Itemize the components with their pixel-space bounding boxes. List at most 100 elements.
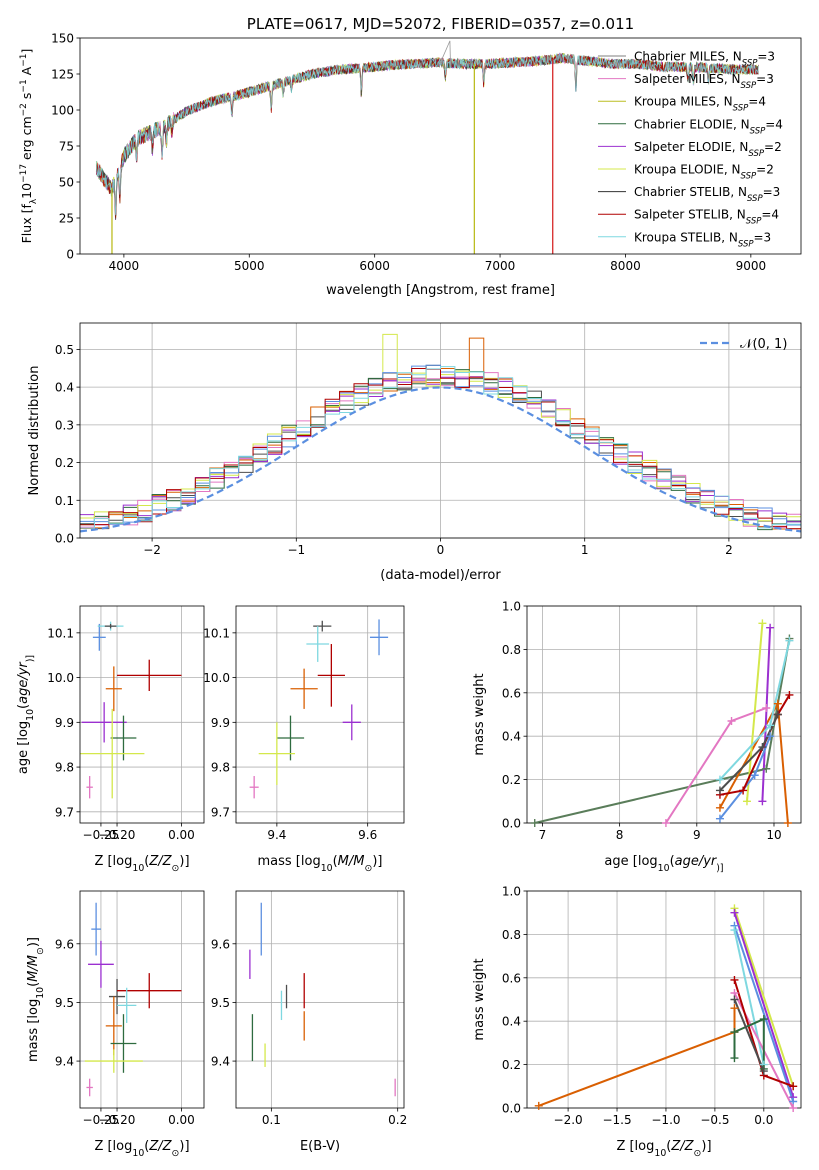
- weight-age-panel-xlabel-part: )]: [716, 863, 723, 874]
- mass-z-panel-ytick-label: 9.4: [55, 1055, 74, 1069]
- spectrum-ylabel-part: erg cm: [19, 116, 34, 164]
- residual-legend: 𝒩(0, 1): [700, 337, 787, 352]
- weight-line: [746, 623, 764, 802]
- mass-z-panel-frame: −0.25−0.20 0.00 9.4 9.5 9.6: [55, 890, 205, 1127]
- legend-entry-part: SSP: [741, 81, 757, 91]
- mass-z-panel-xlabel-part: (: [144, 1139, 149, 1154]
- mass-z-panel-ytick-label: 9.5: [55, 996, 74, 1010]
- mass-z-panel-xlabel-part: )]: [179, 1139, 189, 1154]
- age-mass-panel-ytick-label: 10.1: [203, 626, 230, 640]
- age-mass-panel-ytick-label: 9.9: [211, 716, 230, 730]
- weight-marker: [762, 764, 771, 773]
- age-z-panel: −0.25−0.20 0.00 9.7 9.8 9.9 10.0 10.1: [47, 605, 205, 842]
- spectrum-spike: [449, 40, 451, 67]
- weight-z-panel-ytick-label: 1.0: [502, 885, 521, 899]
- spectrum-ylabel-part: Flux [f: [19, 204, 34, 244]
- weight-z-panel-xtick-label: 0.0: [754, 1113, 773, 1127]
- age-mass-panel-ytick-label: 9.8: [211, 761, 230, 775]
- weight-age-panel-xlabel-part: age [log: [604, 854, 657, 869]
- weight-marker: [742, 797, 751, 806]
- weight-marker: [715, 803, 724, 812]
- legend-entry-part: =3: [757, 50, 775, 64]
- legend-entry-part: Kroupa MILES, N: [634, 95, 733, 109]
- mass-z-panel-xlabel-part: 10: [132, 1148, 144, 1159]
- legend-entry-part: SSP: [750, 126, 766, 136]
- weight-marker: [758, 797, 767, 806]
- spectrum-ylabel-part: λ: [29, 198, 39, 204]
- age-z-panel-frame: −0.25−0.20 0.00 9.7 9.8 9.9 10.0 10.1: [47, 605, 205, 842]
- weight-z-panel-xtick-label: −1.0: [651, 1113, 680, 1127]
- legend-entry-part: SSP: [733, 104, 749, 114]
- mass-ebv-panel-xlabel: E(B-V): [300, 1139, 340, 1154]
- legend-entry-part: Salpeter MILES, N: [634, 72, 741, 86]
- spectrum-panel-ytick-label: 50: [59, 176, 74, 190]
- weight-z-panel-frame: −2.0 −1.5 −1.0 −0.5 0.0 0.0 0.2 0.4 0.6 0.8 1.0: [502, 885, 802, 1127]
- age-z-panel-xlabel-part: )]: [179, 854, 189, 869]
- spectrum-ylabel-part: s: [19, 93, 34, 104]
- residual-panel-ytick-label: 0.3: [55, 418, 74, 432]
- weight-line: [733, 1017, 765, 1069]
- weight-marker: [758, 743, 767, 752]
- weight-marker: [762, 703, 771, 712]
- weight-age-panel-xtick-label: 10: [766, 828, 781, 842]
- legend-entry: 𝒩(0, 1): [740, 337, 787, 352]
- legend-entry: Kroupa MILES, NSSP=4: [634, 95, 766, 114]
- weight-marker: [766, 623, 775, 632]
- age-mass-panel-xlabel-part: M/M: [338, 854, 365, 869]
- weight-marker: [789, 1082, 798, 1091]
- legend-entry-part: SSP: [741, 172, 757, 182]
- weight-marker: [730, 926, 739, 935]
- age-z-panel-ylabel-part: 10: [25, 709, 36, 721]
- residual-panel-ytick-label: 0.4: [55, 381, 74, 395]
- mass-z-panel-ylabel-part: (: [26, 982, 41, 987]
- spectrum-panel-xtick-label: 4000: [109, 259, 140, 273]
- mass-ebv-panel-ytick-label: 9.4: [211, 1055, 230, 1069]
- weight-age-panel-xlabel-part: age/yr: [675, 854, 718, 869]
- legend-entry-part: =2: [764, 140, 782, 154]
- weight-marker: [715, 814, 724, 823]
- age-mass-panel-xlabel-part: (: [333, 854, 338, 869]
- spectrum-panel-xtick-label: 7000: [485, 259, 516, 273]
- mass-z-panel-xtick-label: 0.00: [168, 1113, 195, 1127]
- spectrum-panel-ytick-label: 150: [51, 32, 74, 46]
- weight-marker: [773, 699, 782, 708]
- age-z-panel-xlabel-part: ⊙: [172, 863, 180, 874]
- age-z-panel-ylabel-part: )]: [25, 655, 36, 662]
- normal-curve: [80, 386, 801, 533]
- mass-z-panel-ylabel-part: M/M: [26, 955, 41, 982]
- spectrum-panel-plot: [95, 40, 759, 254]
- weight-z-panel-ytick-label: 0.2: [502, 1058, 521, 1072]
- legend-entry-part: SSP: [748, 149, 764, 159]
- residual-panel-ytick-label: 0.2: [55, 456, 74, 470]
- age-z-panel-ylabel-part: (: [16, 704, 31, 709]
- weight-z-panel-ytick-label: 0.8: [502, 928, 521, 942]
- weight-z-panel-xtick-label: −1.5: [602, 1113, 631, 1127]
- age-mass-panel: 9.4 9.6 9.7 9.8 9.9 10.0 10.1: [203, 605, 405, 842]
- weight-marker: [773, 710, 782, 719]
- weight-marker: [534, 1101, 543, 1110]
- legend-entry-part: =2: [756, 163, 774, 177]
- legend-entry: Salpeter ELODIE, NSSP=2: [634, 140, 782, 159]
- mass-z-panel: −0.25−0.20 0.00 9.4 9.5 9.6: [55, 890, 205, 1127]
- spectrum-ylabel-part: −2: [19, 103, 29, 116]
- weight-age-panel-ylabel: mass weight: [472, 673, 487, 755]
- weight-age-panel-xtick-label: 7: [539, 828, 547, 842]
- weight-marker: [730, 1054, 739, 1063]
- age-z-panel-xlabel-part: Z/Z: [148, 854, 172, 869]
- spectrum-ylabel-part: −1: [19, 79, 29, 92]
- weight-age-panel-ytick-label: 1.0: [502, 600, 521, 614]
- weight-z-panel-xtick-label: −2.0: [554, 1113, 583, 1127]
- weight-age-panel-ytick-label: 0.0: [502, 817, 521, 831]
- legend-entry: Chabrier ELODIE, NSSP=4: [634, 117, 783, 136]
- residual-panel-xtick-label: 0: [437, 543, 445, 557]
- mass-z-panel-spines: [79, 890, 205, 1109]
- mass-ebv-panel-frame: 0.1 0.2 9.4 9.5 9.6: [211, 890, 407, 1127]
- legend-entry-part: SSP: [738, 239, 754, 249]
- age-z-panel-ylabel-part: age [log: [16, 721, 31, 774]
- mass-z-panel-ylabel-part: mass [log: [26, 999, 41, 1062]
- mass-z-panel-xlabel-part: ⊙: [172, 1148, 180, 1159]
- mass-ebv-panel-spines: [235, 890, 405, 1109]
- age-z-panel-ytick-label: 10.0: [47, 671, 74, 685]
